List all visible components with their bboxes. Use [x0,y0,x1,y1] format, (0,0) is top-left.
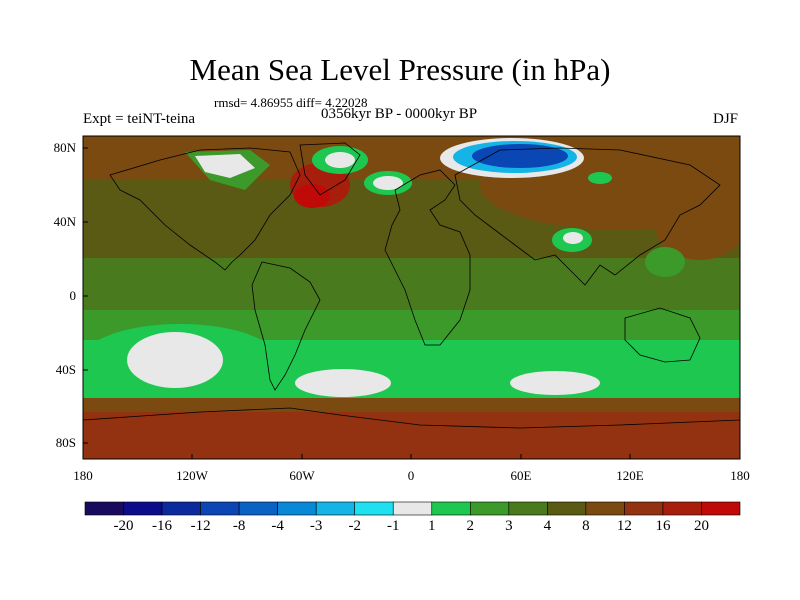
field-antarctic [83,412,740,459]
field-tibet-core [563,232,583,244]
colorbar-label: -20 [113,518,134,534]
stats-label: rmsd= 4.86955 diff= 4.22028 [214,95,368,110]
pressure-field [83,136,740,459]
lon-label-180w: 180 [73,468,93,483]
coast-australia [624,307,701,363]
colorbar-swatch [624,501,664,516]
lat-label-40s: 40S [55,362,76,377]
colorbar-label: -1 [386,518,400,534]
colorbar-swatch [315,501,356,516]
colorbar-label: -8 [232,518,246,534]
colorbar-label: -12 [190,518,211,534]
field-core-3 [510,371,600,395]
field-atlantic-peak [294,184,330,208]
lon-label-120w: 120W [176,468,208,483]
colorbar-label: 12 [616,518,632,534]
lat-label-80s: 80S [55,435,76,450]
colorbar-swatch [238,501,278,516]
field-core-1 [127,332,223,388]
colorbar-swatch [123,501,163,516]
colorbar-label: -16 [152,518,173,534]
season-label: DJF [713,111,739,127]
field-iceland-core [373,176,403,190]
field-indian-ocean [502,316,558,340]
colorbar-label: -2 [348,518,361,534]
field-south-polar [83,398,740,412]
field-nw-pacific [655,190,740,260]
map-title: Mean Sea Level Pressure (in hPa) [189,52,611,87]
colorbar-swatch [585,501,625,516]
colorbar-swatch [200,501,240,516]
field-tropics [83,258,740,318]
lat-tick-marks [83,147,88,444]
colorbar-label: 3 [505,518,513,534]
colorbar-swatch [469,501,510,516]
field-pacific-warm [645,247,685,277]
colorbar-swatch [701,501,741,516]
lat-label-0: 0 [69,288,77,303]
lon-label-60e: 60E [510,468,532,483]
field-greenland-core [325,152,355,168]
coast-antarctica [83,407,740,429]
coast-asia [454,147,721,286]
colorbar-label: -4 [271,518,284,534]
colorbar-label: 1 [428,518,436,534]
lon-tick-marks [82,454,741,459]
colorbar-swatch [431,501,471,516]
field-arctic-canada-core [195,154,255,178]
colorbar-swatch [161,501,201,516]
colorbar-swatch [662,501,702,516]
colorbar-swatch [547,501,587,516]
colorbar-label: 16 [655,518,671,534]
lon-label-120e: 120E [616,468,644,483]
field-siberia-east [588,172,612,184]
colorbar-label: 4 [543,518,552,534]
field-siberia-core [472,144,568,168]
colorbar-swatch [354,501,394,516]
coast-greenland [299,142,361,196]
lon-label-0: 0 [407,468,415,483]
lat-label-40n: 40N [53,214,76,229]
coast-south-america [251,261,321,391]
colorbar-swatch [84,501,124,516]
experiment-label: Expt = teiNT-teina [83,111,196,127]
colorbar-swatch [392,501,433,516]
colorbar [84,501,741,516]
lon-label-60w: 60W [289,468,315,483]
lat-label-80n: 80N [53,140,76,155]
colorbar-label: 2 [466,518,475,534]
colorbar-label: 8 [582,518,590,534]
period-label: 0356kyr BP - 0000kyr BP [321,106,478,122]
colorbar-swatch [277,501,317,516]
coastlines [83,142,740,429]
colorbar-swatch [508,501,548,516]
field-core-2 [295,369,391,397]
lon-label-180e: 180 [730,468,750,483]
colorbar-label: 20 [693,518,709,534]
coast-africa-europe [384,169,471,346]
coast-north-america [109,147,301,271]
colorbar-label: -3 [309,518,323,534]
